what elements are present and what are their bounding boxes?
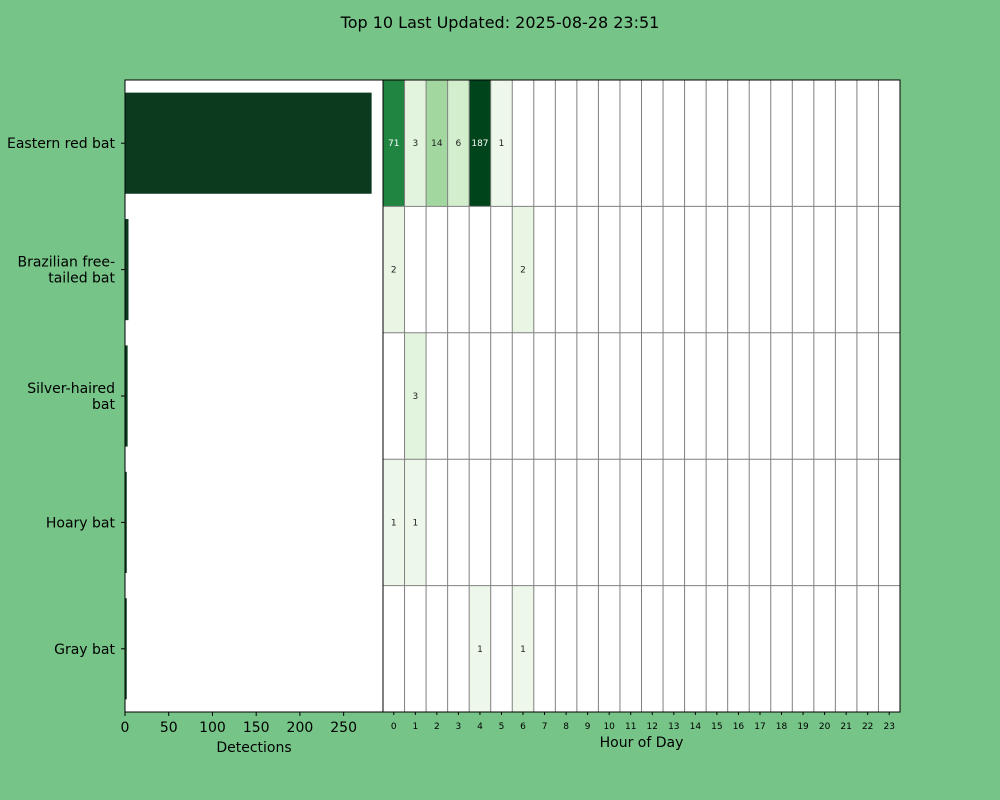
heatmap-cell [404, 332, 427, 460]
hour-tick-label: 19 [797, 722, 809, 732]
category-label: tailed bat [48, 271, 115, 287]
heatmap-cell-value: 3 [412, 392, 418, 402]
bar-panel: Eastern red bat Brazilian free-tailed bat… [7, 80, 383, 756]
hour-tick-label: 5 [499, 722, 505, 732]
hour-tick-label: 9 [585, 722, 591, 732]
hour-tick-label: 12 [647, 722, 658, 732]
chart-title: Top 10 Last Updated: 2025-08-28 23:51 [340, 13, 660, 32]
heatmap-cell [383, 206, 405, 333]
hour-tick-label: 2 [434, 722, 440, 732]
x-tick-label: 100 [199, 720, 226, 736]
category-label: Hoary bat [46, 515, 116, 531]
bar-0 [125, 92, 372, 194]
hour-tick-label: 7 [542, 722, 548, 732]
category-label: Gray bat [54, 642, 115, 658]
heatmap-cell-value: 3 [412, 139, 418, 149]
x-tick-label: 50 [160, 720, 178, 736]
heatmap-cell [404, 459, 427, 586]
category-label: Eastern red bat [7, 136, 116, 152]
heatmap-cell [512, 585, 534, 712]
category-label: Silver-haired [27, 381, 115, 397]
heatmap-cell [512, 206, 534, 333]
hour-tick-label: 8 [563, 722, 569, 732]
hour-tick-label: 23 [884, 722, 895, 732]
bar-3 [125, 471, 127, 573]
heatmap-cell [383, 80, 405, 207]
heatmap-cell [383, 459, 405, 586]
hour-tick-label: 18 [776, 722, 788, 732]
hour-tick-label: 10 [603, 722, 615, 732]
heatmap-cell-value: 14 [431, 139, 443, 149]
bar-2 [125, 345, 128, 447]
bar-4 [125, 598, 127, 700]
heatmap-cell-value: 1 [477, 645, 483, 655]
hour-tick-label: 16 [733, 722, 745, 732]
heatmap-cell [469, 80, 491, 207]
bar-1 [125, 219, 129, 321]
hour-tick-label: 20 [819, 722, 831, 732]
heatmap-cell [404, 80, 427, 207]
hour-tick-label: 11 [625, 722, 636, 732]
heatmap-x-axis-label: Hour of Day [600, 735, 684, 751]
hour-tick-label: 21 [840, 722, 851, 732]
hour-tick-label: 15 [711, 722, 722, 732]
heatmap-panel: 71 3 14 6 187 12 231 11 10 1 2 3 4 5 6 7 8 9 10 11 12 13 14 15 1… [383, 80, 900, 751]
x-tick-label: 200 [287, 720, 314, 736]
heatmap-cell [469, 585, 491, 712]
x-axis-label: Detections [216, 740, 291, 756]
hour-tick-label: 14 [690, 722, 702, 732]
category-label: bat [92, 397, 115, 413]
x-tick-label: 250 [330, 720, 357, 736]
hour-tick-label: 22 [862, 722, 873, 732]
heatmap-cell-value: 1 [412, 518, 418, 528]
heatmap-cell-value: 71 [388, 139, 399, 149]
hour-tick-label: 6 [520, 722, 526, 732]
heatmap-cell-value: 6 [456, 139, 462, 149]
heatmap-cell-value: 2 [520, 266, 526, 276]
x-tick-label: 0 [121, 720, 130, 736]
hour-tick-label: 17 [754, 722, 765, 732]
heatmap-cell-value: 1 [499, 139, 505, 149]
hour-tick-label: 13 [668, 722, 679, 732]
hour-tick-label: 3 [456, 722, 462, 732]
heatmap-cell-value: 2 [391, 266, 397, 276]
heatmap-cell-value: 187 [471, 139, 488, 149]
category-label: Brazilian free- [17, 255, 115, 271]
heatmap-cell-value: 1 [391, 518, 397, 528]
heatmap-axes-frame [382, 79, 901, 713]
heatmap-cell-value: 1 [520, 645, 526, 655]
hour-tick-label: 1 [412, 722, 418, 732]
heatmap-cell [447, 80, 470, 207]
hour-tick-label: 4 [477, 722, 483, 732]
x-tick-label: 150 [243, 720, 270, 736]
heatmap-cell [490, 80, 513, 207]
hour-tick-label: 0 [391, 722, 397, 732]
heatmap-cell [426, 80, 448, 207]
